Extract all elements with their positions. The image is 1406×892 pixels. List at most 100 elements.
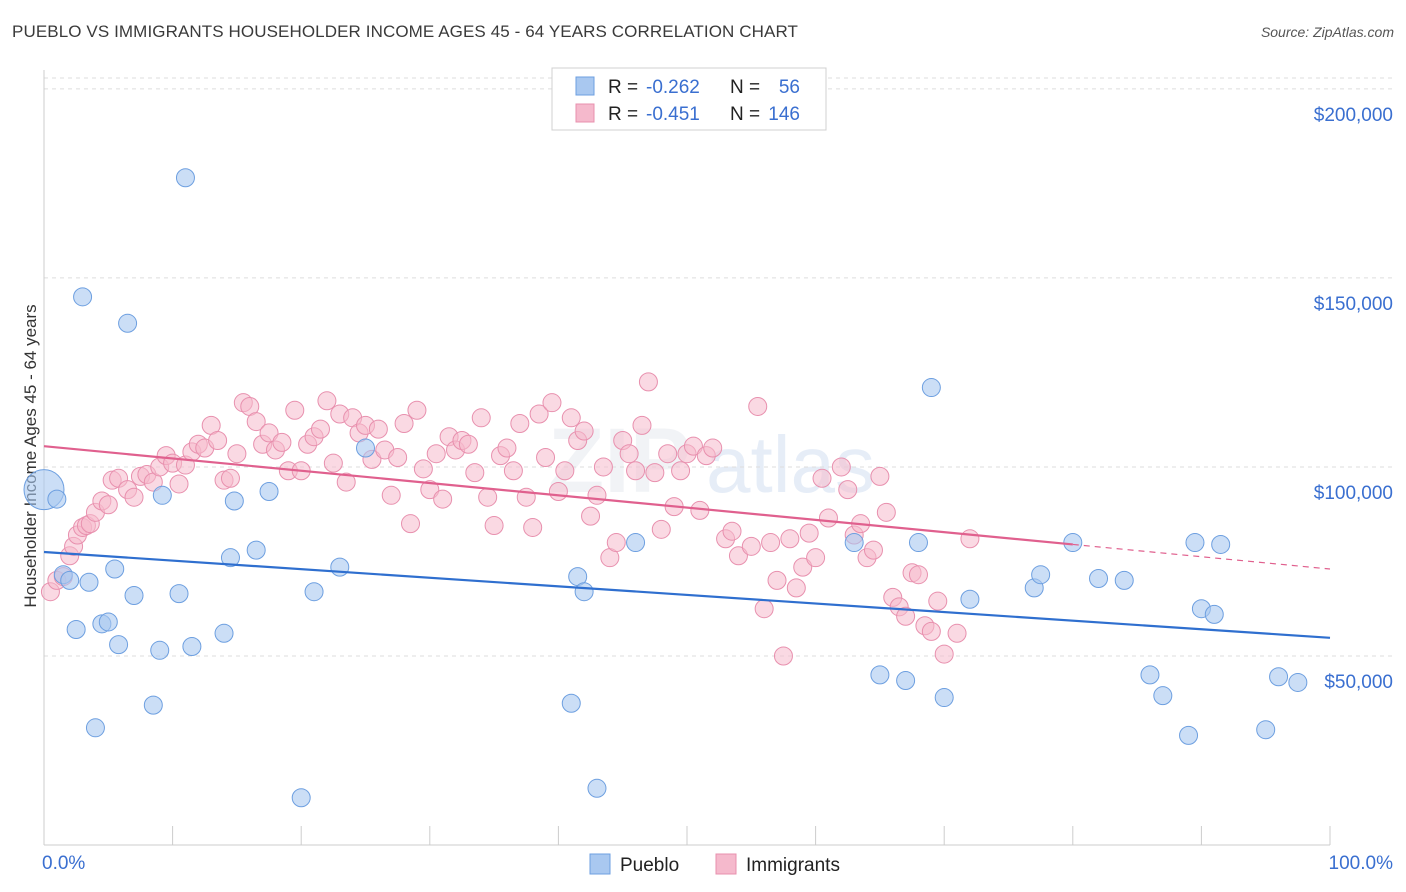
immigrants-point	[561, 408, 581, 428]
immigrants-point	[703, 438, 723, 458]
pueblo-point	[182, 637, 202, 657]
immigrants-point	[593, 457, 613, 477]
immigrants-point	[124, 487, 144, 507]
pueblo-point	[1185, 533, 1205, 553]
legend-n-label-pueblo: N =	[730, 77, 760, 98]
y-tick-label: $100,000	[1314, 483, 1393, 504]
immigrants-point	[581, 506, 601, 526]
pueblo-point	[169, 584, 189, 604]
immigrants-point	[773, 646, 793, 666]
pueblo-point	[79, 572, 99, 592]
pueblo-point	[574, 582, 594, 602]
immigrants-point	[555, 461, 575, 481]
immigrants-point	[484, 516, 504, 536]
immigrants-point	[529, 404, 549, 424]
immigrants-point	[793, 557, 813, 577]
immigrants-point	[818, 508, 838, 528]
pueblo-point	[118, 313, 138, 333]
bottom-legend-label-immigrants: Immigrants	[746, 855, 840, 876]
bottom-legend: Pueblo Immigrants	[589, 853, 840, 876]
immigrants-point	[683, 436, 703, 456]
immigrants-point	[722, 521, 742, 541]
pueblo-point	[259, 482, 279, 502]
immigrants-point	[542, 393, 562, 413]
pueblo-point	[330, 557, 350, 577]
legend-n-value-immigrants: 146	[768, 104, 800, 125]
pueblo-point	[304, 582, 324, 602]
immigrants-point	[767, 570, 787, 590]
legend-r-value-immigrants: -0.451	[646, 104, 700, 125]
pueblo-point	[908, 533, 928, 553]
legend-n-label-immigrants: N =	[730, 104, 760, 125]
immigrants-point	[838, 480, 858, 500]
pueblo-point	[561, 693, 581, 713]
immigrants-point	[896, 606, 916, 626]
gridlines	[44, 77, 1395, 657]
legend-r-label-immigrants: R =	[608, 104, 638, 125]
immigrants-point	[497, 438, 517, 458]
immigrants-point	[401, 514, 421, 534]
immigrants-point	[754, 599, 774, 619]
immigrants-point	[259, 423, 279, 443]
pueblo-point	[1114, 570, 1134, 590]
immigrants-point	[220, 468, 240, 488]
legend: R = -0.262 N = 56 R = -0.451 N = 146	[551, 67, 827, 131]
pueblo-point	[1204, 604, 1224, 624]
immigrants-point	[780, 529, 800, 549]
immigrants-point	[876, 502, 896, 522]
immigrants-point	[523, 517, 543, 537]
pueblo-point	[1269, 667, 1289, 687]
pueblo-point	[1140, 665, 1160, 685]
pueblo-point	[1179, 725, 1199, 745]
bottom-legend-swatch-pueblo	[589, 853, 611, 875]
chart-title: PUEBLO VS IMMIGRANTS HOUSEHOLDER INCOME …	[12, 22, 798, 41]
immigrants-point	[632, 415, 652, 435]
immigrants-point	[317, 391, 337, 411]
pueblo-point	[105, 559, 125, 579]
immigrants-point	[812, 468, 832, 488]
immigrants-point	[741, 536, 761, 556]
x-tick-label-min: 0.0%	[42, 853, 85, 874]
pueblo-points	[23, 168, 1308, 808]
immigrants-point	[626, 461, 646, 481]
immigrants-point	[645, 463, 665, 483]
immigrants-point	[638, 372, 658, 392]
pueblo-point	[870, 665, 890, 685]
immigrants-point	[606, 533, 626, 553]
pueblo-point	[1063, 533, 1083, 553]
immigrants-point	[921, 621, 941, 641]
pueblo-point	[220, 548, 240, 568]
immigrants-point	[323, 453, 343, 473]
x-tick-labels: 0.0% 100.0%	[42, 853, 1393, 874]
pueblo-point	[1288, 672, 1308, 692]
immigrants-point	[368, 419, 388, 439]
immigrants-point	[98, 495, 118, 515]
legend-r-value-pueblo: -0.262	[646, 77, 700, 98]
immigrants-point	[471, 408, 491, 428]
immigrants-point	[478, 487, 498, 507]
y-tick-label: $200,000	[1314, 105, 1393, 126]
y-axis-label: Householder Income Ages 45 - 64 years	[21, 304, 40, 607]
pueblo-point	[960, 589, 980, 609]
pueblo-point	[1089, 568, 1109, 588]
pueblo-point	[844, 533, 864, 553]
immigrants-point	[381, 485, 401, 505]
pueblo-point	[98, 612, 118, 632]
pueblo-point	[356, 438, 375, 458]
immigrants-point	[465, 463, 485, 483]
immigrants-point	[619, 444, 639, 464]
pueblo-point	[626, 533, 646, 553]
immigrants-point	[510, 413, 530, 433]
pueblo-point	[896, 671, 916, 691]
immigrants-point	[413, 459, 433, 479]
immigrants-point	[169, 474, 189, 494]
immigrants-point	[336, 472, 356, 492]
pueblo-point	[85, 718, 105, 738]
pueblo-point	[921, 378, 941, 398]
pueblo-point	[150, 640, 170, 660]
pueblo-point	[214, 623, 234, 643]
pueblo-point	[124, 585, 144, 605]
pueblo-point	[60, 570, 80, 590]
y-tick-labels: $50,000 $100,000 $150,000 $200,000	[1314, 105, 1393, 693]
